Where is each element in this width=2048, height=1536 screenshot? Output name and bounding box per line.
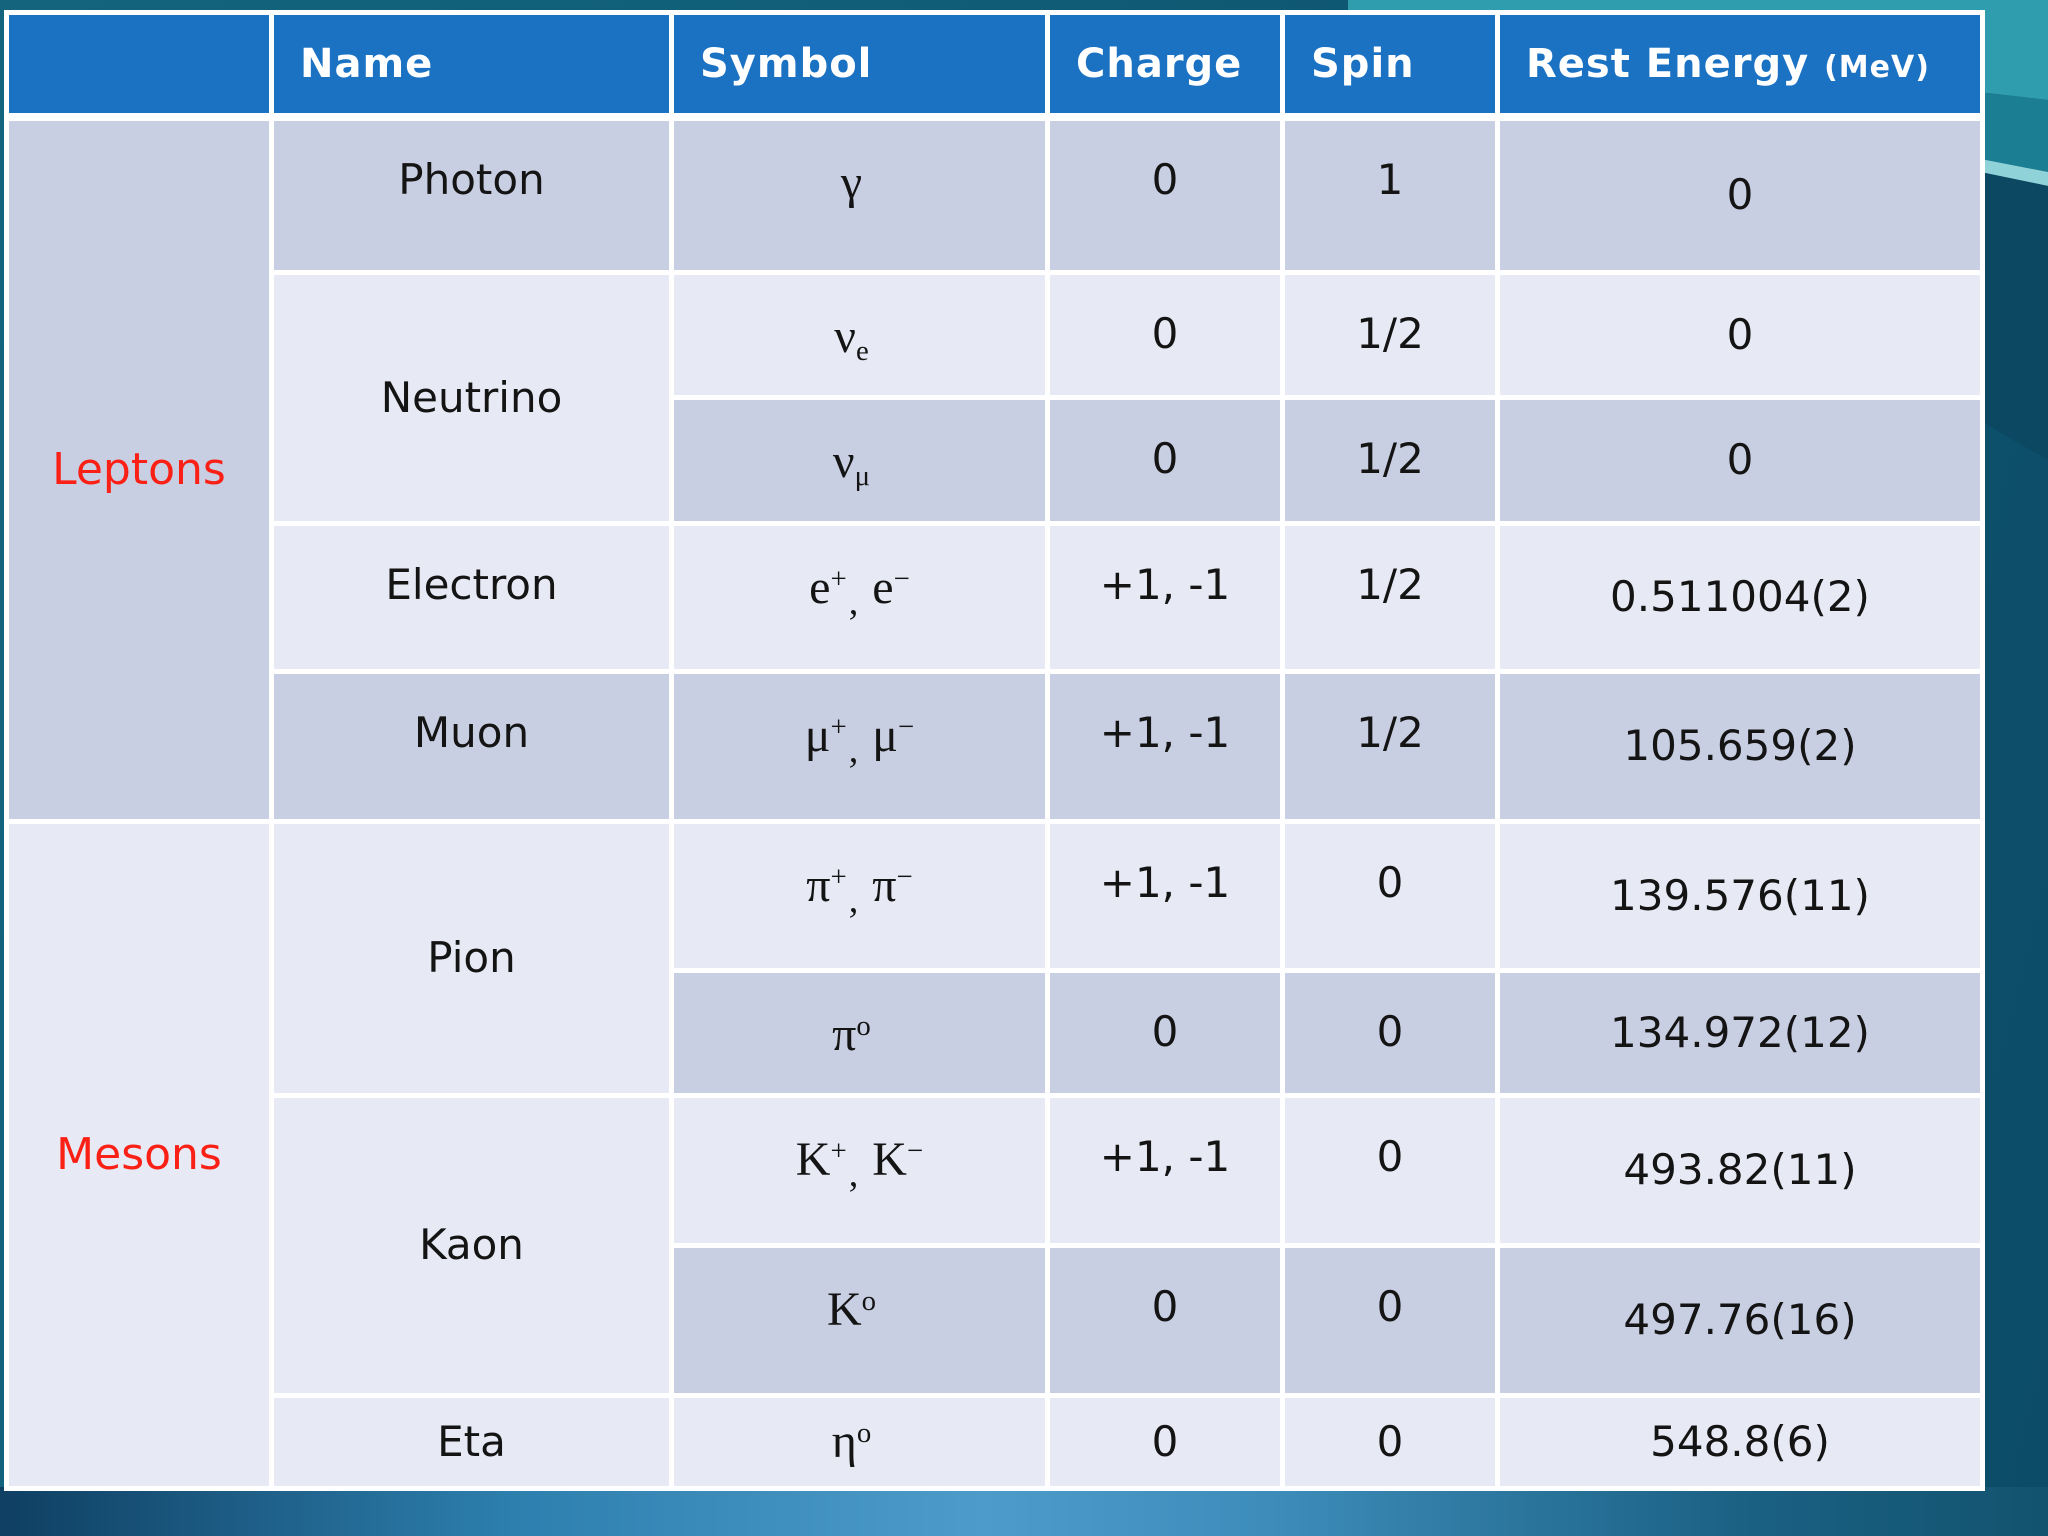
charge-cell-photon: 0 [1045,114,1285,275]
name-cell-neutrino: Neutrino [269,269,674,526]
group-cell-leptons: Leptons [4,114,274,824]
rest-energy-cell-electron: 0.511004(2) [1495,520,1985,674]
table-row-muon: Muon μ+, μ− +1, -1 1/2 105.659(2) [7,668,1985,824]
name-cell-kaon: Kaon [269,1092,674,1398]
charge-cell-muon: +1, -1 [1045,668,1285,824]
col-header-group [4,10,274,121]
particle-symbol: μ+, μ− [804,708,915,772]
rest-energy-cell-pion-charged: 139.576(11) [1495,818,1985,973]
spin-cell-eta: 0 [1280,1392,1500,1491]
rest-energy-unit: (MeV) [1824,50,1930,85]
spin-cell-muon: 1/2 [1280,668,1500,824]
spin-cell-kaon-charged: 0 [1280,1092,1500,1248]
table-row-neutrino-e: Neutrino νe 0 1/2 0 [7,269,1985,526]
bottom-gradient-band [0,1487,2048,1536]
spin-cell-pion-neutral: 0 [1280,967,1500,1098]
rest-energy-cell-photon: 0 [1495,114,1985,275]
charge-cell-kaon-charged: +1, -1 [1045,1092,1285,1248]
symbol-cell-kaon-neutral: Ko [669,1242,1050,1398]
name-cell-eta: Eta [269,1392,674,1491]
table-row-photon: Leptons Photon γ 0 1 0 [4,114,1985,824]
table-row-electron: Electron e+, e− +1, -1 1/2 0.511004(2) [7,520,1985,674]
name-cell-muon: Muon [269,668,674,824]
col-header-rest-energy: Rest Energy (MeV) [1495,10,1985,121]
symbol-cell-kaon-charged: K+, K− [669,1092,1050,1248]
symbol-cell-photon: γ [669,114,1050,275]
particle-symbol: K+, K− [795,1132,924,1196]
particle-symbol: νμ [832,434,871,492]
particle-symbol: νe [834,309,869,367]
charge-cell-eta: 0 [1045,1392,1285,1491]
header-row: Name Symbol Charge Spin Rest Energy (MeV… [4,10,1985,121]
rest-energy-cell-nu-mu: 0 [1495,394,1985,526]
table-row-kaon-neutral: Ko 0 0 497.76(16) [7,1242,1985,1398]
symbol-cell-nu-e: νe [669,269,1050,400]
particle-symbol: γ [840,156,863,209]
charge-cell-nu-mu: 0 [1045,394,1285,526]
rest-energy-cell-eta: 548.8(6) [1495,1392,1985,1491]
col-header-charge: Charge [1045,10,1285,121]
spin-cell-electron: 1/2 [1280,520,1500,674]
charge-cell-nu-e: 0 [1045,269,1285,400]
col-header-spin: Spin [1280,10,1500,121]
symbol-cell-pion-charged: π+, π− [669,818,1050,973]
particle-symbol: Ko [826,1282,877,1336]
table-row-neutrino-mu: νμ 0 1/2 0 [7,394,1985,526]
symbol-cell-nu-mu: νμ [669,394,1050,526]
spin-cell-pion-charged: 0 [1280,818,1500,973]
table-row-eta: Eta ηo 0 0 548.8(6) [7,1392,1985,1491]
name-cell-pion: Pion [269,818,674,1098]
particle-symbol: π+, π− [806,858,913,922]
particle-properties-table: Name Symbol Charge Spin Rest Energy (MeV… [4,10,1985,1491]
charge-cell-pion-neutral: 0 [1045,967,1285,1098]
col-header-symbol: Symbol [669,10,1050,121]
col-header-name: Name [269,10,674,121]
table-row-pion-charged: Mesons Pion π+, π− +1, -1 0 139.576(11) [4,818,1985,1491]
particle-symbol: πo [832,1007,871,1061]
rest-energy-label: Rest Energy [1526,41,1825,87]
table-row-pion-neutral: πo 0 0 134.972(12) [7,967,1985,1098]
particle-symbol: ηo [831,1414,872,1468]
rest-energy-cell-kaon-neutral: 497.76(16) [1495,1242,1985,1398]
charge-cell-electron: +1, -1 [1045,520,1285,674]
spin-cell-photon: 1 [1280,114,1500,275]
symbol-cell-electron: e+, e− [669,520,1050,674]
name-cell-photon: Photon [269,114,674,275]
table-row-kaon-charged: Kaon K+, K− +1, -1 0 493.82(11) [7,1092,1985,1398]
spin-cell-kaon-neutral: 0 [1280,1242,1500,1398]
rest-energy-cell-pion-neutral: 134.972(12) [1495,967,1985,1098]
charge-cell-kaon-neutral: 0 [1045,1242,1285,1398]
spin-cell-nu-mu: 1/2 [1280,394,1500,526]
charge-cell-pion-charged: +1, -1 [1045,818,1285,973]
name-cell-electron: Electron [269,520,674,674]
symbol-cell-eta: ηo [669,1392,1050,1491]
group-cell-mesons: Mesons [4,818,274,1491]
spin-cell-nu-e: 1/2 [1280,269,1500,400]
symbol-cell-pion-neutral: πo [669,967,1050,1098]
rest-energy-cell-kaon-charged: 493.82(11) [1495,1092,1985,1248]
rest-energy-cell-muon: 105.659(2) [1495,668,1985,824]
particle-symbol: e+, e− [809,560,910,624]
symbol-cell-muon: μ+, μ− [669,668,1050,824]
rest-energy-cell-nu-e: 0 [1495,269,1985,400]
